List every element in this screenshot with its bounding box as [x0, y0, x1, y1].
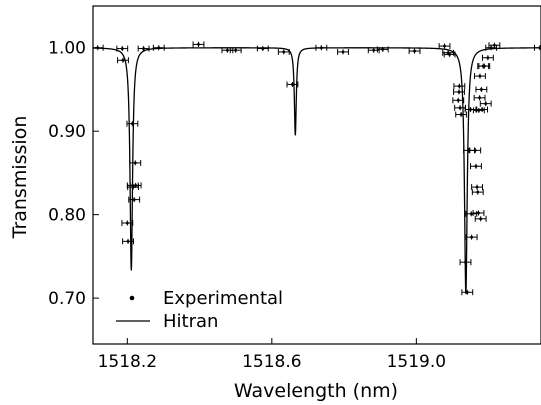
- data-point: [473, 94, 486, 101]
- data-point: [476, 106, 489, 113]
- data-point: [277, 48, 290, 55]
- y-tick-label: 0.90: [48, 122, 86, 142]
- experimental-series: [93, 41, 541, 296]
- data-point: [481, 54, 494, 61]
- data-point: [286, 81, 299, 88]
- data-point: [438, 43, 451, 50]
- data-point: [443, 51, 456, 58]
- data-point: [453, 83, 466, 90]
- hitran-series-line: [93, 47, 541, 294]
- y-tick-label: 0.70: [48, 289, 86, 309]
- legend-experimental-label: Experimental: [163, 288, 283, 309]
- x-tick-label: 1518.6: [242, 352, 301, 372]
- legend-experimental-marker: [129, 295, 135, 301]
- data-point: [475, 86, 488, 93]
- y-axis-label: Transmission: [9, 116, 31, 240]
- data-point: [474, 73, 486, 80]
- data-point: [453, 88, 465, 95]
- data-point: [152, 44, 165, 51]
- y-tick-label: 0.80: [48, 206, 86, 226]
- y-axis-ticks: 0.70 0.80 0.90 1.00: [48, 39, 99, 309]
- legend-hitran-label: Hitran: [163, 311, 218, 332]
- data-point: [474, 215, 487, 222]
- data-point: [452, 97, 465, 104]
- y-tick-label: 1.00: [48, 39, 86, 59]
- data-point: [137, 45, 150, 52]
- data-point: [117, 57, 129, 64]
- data-point: [465, 234, 478, 241]
- data-point: [337, 48, 349, 55]
- x-axis-ticks: 1518.2 1518.6 1519.0: [98, 338, 446, 372]
- data-point: [470, 163, 482, 170]
- x-axis-label: Wavelength (nm): [234, 380, 398, 402]
- data-point: [129, 159, 142, 166]
- data-point: [408, 48, 421, 55]
- data-point: [461, 289, 474, 296]
- data-point: [472, 209, 485, 216]
- plot-frame: [92, 5, 541, 345]
- data-point: [488, 42, 501, 49]
- data-point: [192, 41, 205, 48]
- data-point: [455, 111, 468, 118]
- x-tick-label: 1519.0: [387, 352, 446, 372]
- legend: Experimental Hitran: [116, 288, 283, 332]
- data-point: [471, 184, 483, 191]
- data-point: [465, 210, 478, 217]
- x-tick-label: 1518.2: [98, 352, 157, 372]
- data-point: [464, 106, 477, 113]
- data-point: [454, 104, 466, 111]
- data-point: [479, 100, 492, 107]
- data-point: [471, 189, 484, 196]
- data-point: [469, 147, 482, 154]
- data-point: [478, 63, 491, 70]
